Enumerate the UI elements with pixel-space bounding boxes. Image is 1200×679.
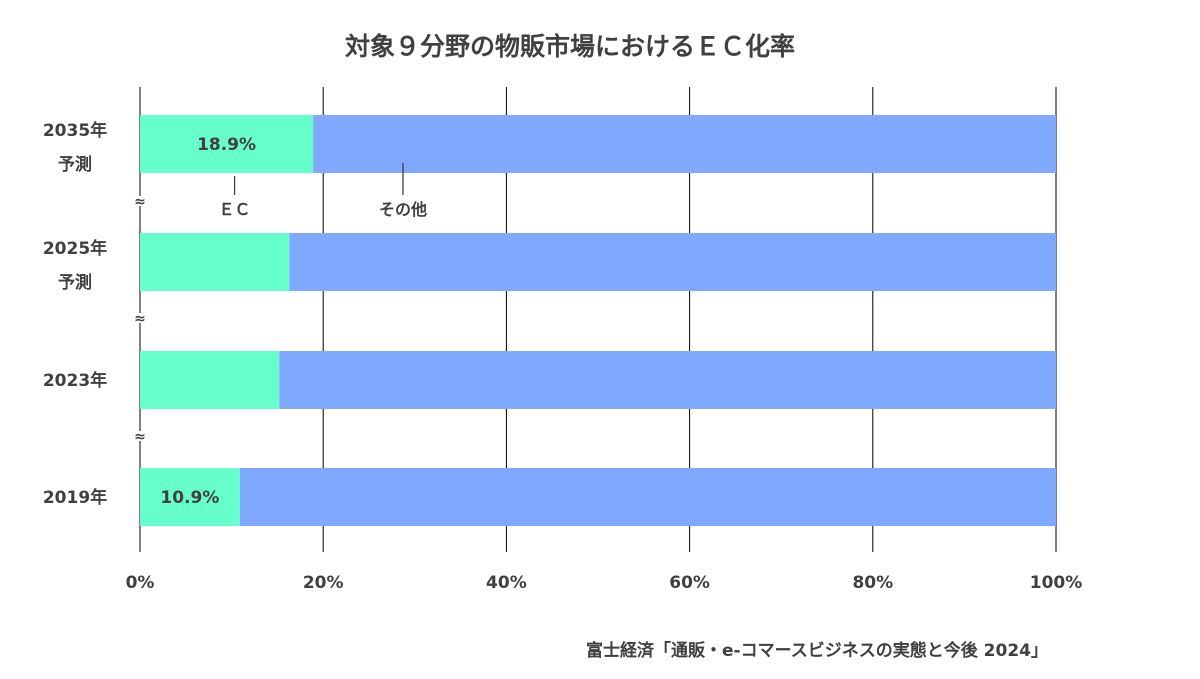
data-label: 18.9%: [197, 135, 256, 155]
callout-label-ec: ＥＣ: [219, 200, 251, 219]
x-tick-label: 40%: [486, 573, 527, 593]
category-note: 予測: [58, 154, 92, 175]
category-note: 予測: [58, 272, 92, 293]
category-label: 2035年: [43, 120, 107, 141]
axis-break-gap: [134, 431, 146, 441]
x-tick-label: 100%: [1030, 573, 1083, 593]
axis-break-mark: ≈: [134, 429, 146, 445]
bar-other: [313, 115, 1056, 173]
labels: 0% 20% 40% 60% 80% 100%18.9%2035年予測2025年予測202…: [43, 120, 1082, 593]
axis-break-gap: [134, 313, 146, 323]
bar-other: [289, 233, 1057, 291]
axis-break-gap: [134, 196, 146, 206]
bar-ec: [140, 468, 240, 526]
callout-label-other: その他: [379, 200, 427, 219]
category-label: 2019年: [43, 487, 107, 508]
category-label: 2025年: [43, 238, 107, 259]
x-tick-label: 80%: [852, 573, 893, 593]
bar-ec: [140, 233, 290, 291]
source-note: 富士経済「通販・e-コマースビジネスの実態と今後 2024」: [586, 640, 1048, 661]
bar-ec: [140, 115, 314, 173]
x-tick-label: 60%: [669, 573, 710, 593]
bars: [140, 115, 1057, 526]
axis-break-mark: ≈: [134, 194, 146, 210]
x-tick-label: 0%: [126, 573, 155, 593]
axis-break-mark: ≈: [134, 311, 146, 327]
category-label: 2023年: [43, 370, 107, 391]
x-tick-label: 20%: [303, 573, 344, 593]
bar-ec: [140, 351, 280, 409]
bar-other: [239, 468, 1056, 526]
chart-title: 対象９分野の物販市場におけるＥＣ化率: [345, 32, 795, 61]
data-label: 10.9%: [160, 488, 219, 508]
bar-other: [279, 351, 1056, 409]
